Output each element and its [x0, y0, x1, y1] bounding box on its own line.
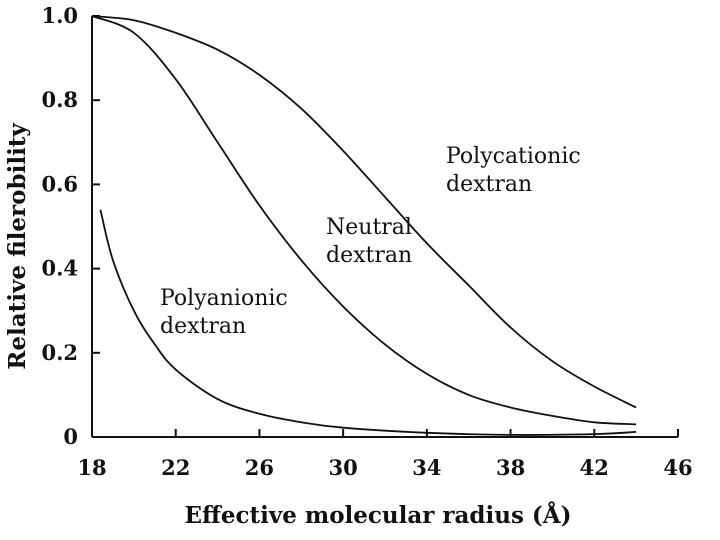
x-tick-label: 34: [412, 455, 441, 480]
x-tick-label: 42: [580, 455, 609, 480]
x-tick-label: 18: [77, 455, 106, 480]
y-tick-label: 0.4: [41, 256, 78, 281]
x-tick-label: 30: [329, 455, 358, 480]
curve-label-neutral: dextran: [326, 243, 412, 268]
curve-label-neutral: Neutral: [326, 215, 412, 240]
curve-label-polyanionic: Polyanionic: [160, 286, 288, 311]
y-tick-label: 0.2: [41, 340, 78, 365]
x-axis-title: Effective molecular radius (Å): [184, 502, 571, 529]
curve-labels: Polycationic dextran Neutral dextran Polyani…: [160, 144, 581, 339]
y-tick-label: 0: [63, 424, 78, 449]
y-tick-label: 1.0: [41, 3, 78, 28]
y-tick-label: 0.6: [41, 171, 78, 196]
plot-area: 18 22 26 30 34 38 42 46 0 0.2 0.4 0.6 0.8 1.0 Polyca…: [41, 3, 692, 480]
curve-label-polycationic: Polycationic: [446, 144, 581, 169]
x-axis-ticks: 18 22 26 30 34 38 42 46: [77, 429, 693, 480]
series-line-neutral: [91, 15, 637, 426]
x-tick-label: 46: [663, 455, 692, 480]
y-tick-label: 0.8: [41, 87, 78, 112]
curve-label-polyanionic: dextran: [160, 314, 246, 339]
y-axis-title: Relative filerobility: [4, 123, 31, 370]
x-tick-label: 22: [161, 455, 190, 480]
x-tick-label: 38: [496, 455, 525, 480]
series-lines: [91, 15, 637, 436]
curve-label-polycationic: dextran: [446, 172, 532, 197]
series-line-polycationic: [91, 15, 637, 409]
x-tick-label: 26: [245, 455, 274, 480]
series-line-polyanionic: [99, 209, 637, 436]
y-axis-ticks: 0 0.2 0.4 0.6 0.8 1.0: [41, 3, 100, 449]
